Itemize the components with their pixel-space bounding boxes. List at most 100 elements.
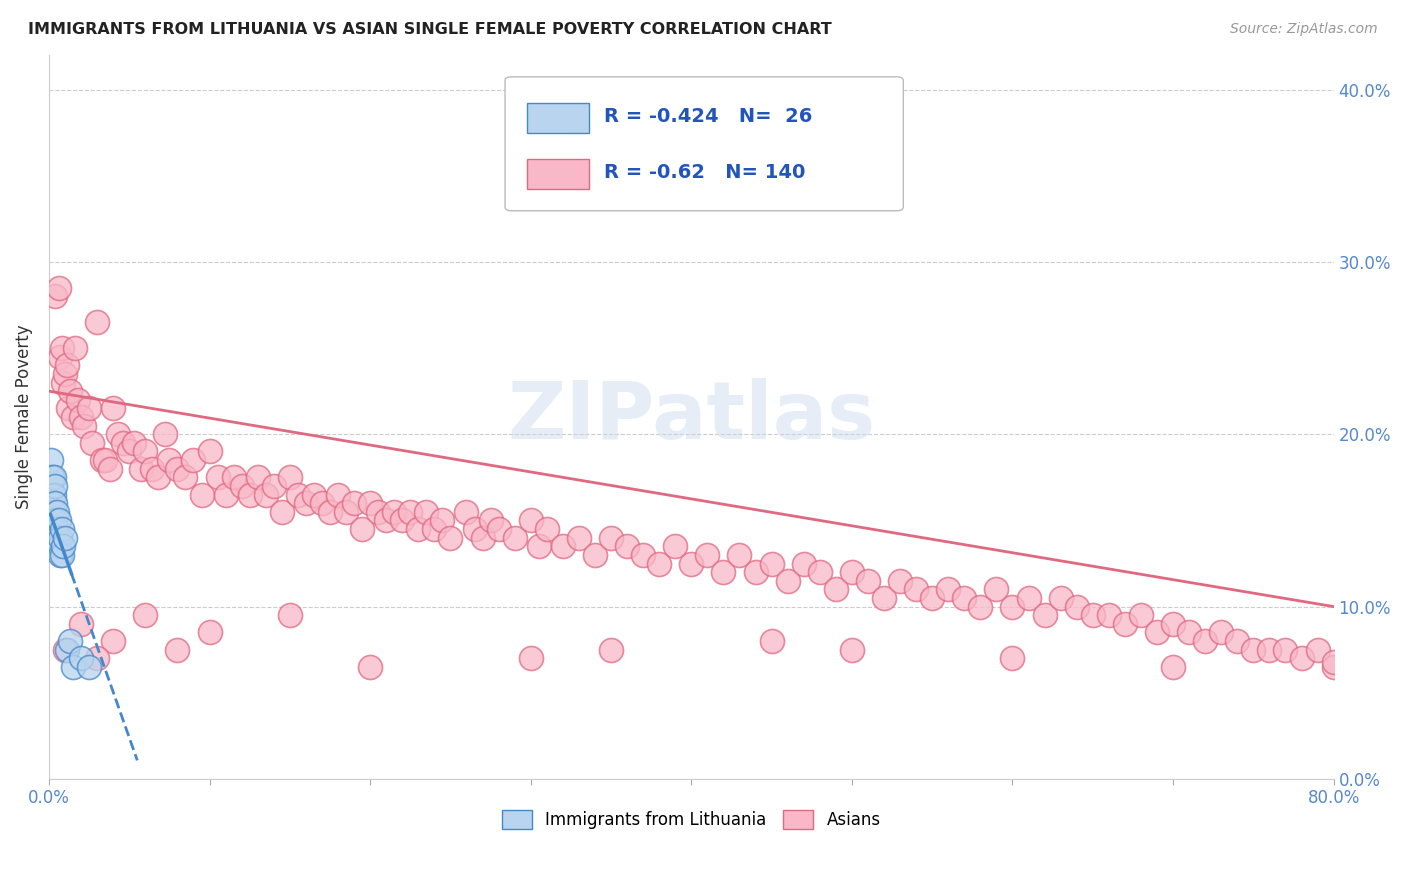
Point: [246, 470, 269, 484]
Point: [415, 505, 437, 519]
Point: [664, 539, 686, 553]
Point: [103, 634, 125, 648]
Point: [91, 453, 114, 467]
Point: [1211, 625, 1233, 640]
Point: [1241, 642, 1264, 657]
Point: [222, 470, 245, 484]
Point: [519, 651, 541, 665]
Point: [1306, 642, 1329, 657]
Point: [302, 487, 325, 501]
Point: [375, 513, 398, 527]
Point: [134, 444, 156, 458]
Point: [1194, 634, 1216, 648]
Point: [157, 453, 180, 467]
Point: [841, 642, 863, 657]
Legend: Immigrants from Lithuania, Asians: Immigrants from Lithuania, Asians: [495, 803, 887, 836]
Y-axis label: Single Female Poverty: Single Female Poverty: [15, 325, 32, 509]
Point: [856, 574, 879, 588]
Point: [1226, 634, 1249, 648]
FancyBboxPatch shape: [505, 77, 903, 211]
Point: [51, 341, 73, 355]
Point: [48, 513, 70, 527]
Point: [986, 582, 1008, 597]
Point: [53, 531, 76, 545]
Point: [254, 487, 277, 501]
Point: [583, 548, 606, 562]
Point: [190, 487, 212, 501]
Point: [270, 505, 292, 519]
Point: [59, 634, 82, 648]
Point: [352, 522, 374, 536]
Point: [49, 548, 72, 562]
Point: [335, 505, 357, 519]
Point: [696, 548, 718, 562]
Point: [761, 634, 783, 648]
Point: [1098, 608, 1121, 623]
Point: [1258, 642, 1281, 657]
Point: [488, 522, 510, 536]
Point: [527, 539, 550, 553]
Point: [44, 496, 66, 510]
Point: [648, 557, 671, 571]
Point: [359, 660, 381, 674]
Point: [183, 453, 205, 467]
Point: [1049, 591, 1071, 605]
Point: [134, 608, 156, 623]
Point: [174, 470, 197, 484]
Point: [77, 401, 100, 416]
Point: [326, 487, 349, 501]
Point: [63, 341, 86, 355]
Point: [519, 513, 541, 527]
Point: [1129, 608, 1152, 623]
Point: [70, 651, 93, 665]
Text: IMMIGRANTS FROM LITHUANIA VS ASIAN SINGLE FEMALE POVERTY CORRELATION CHART: IMMIGRANTS FROM LITHUANIA VS ASIAN SINGL…: [28, 22, 832, 37]
Point: [86, 315, 108, 329]
Point: [141, 461, 163, 475]
Point: [107, 427, 129, 442]
Point: [62, 410, 84, 425]
Point: [51, 522, 73, 536]
Point: [207, 470, 229, 484]
Text: R = -0.62   N= 140: R = -0.62 N= 140: [605, 163, 806, 182]
Point: [471, 531, 494, 545]
Point: [463, 522, 485, 536]
Point: [295, 496, 318, 510]
Point: [600, 642, 623, 657]
Point: [129, 461, 152, 475]
Point: [456, 505, 478, 519]
Point: [761, 557, 783, 571]
Point: [1178, 625, 1201, 640]
Point: [905, 582, 928, 597]
Point: [969, 599, 991, 614]
Point: [73, 418, 96, 433]
Point: [921, 591, 943, 605]
Point: [231, 479, 253, 493]
Point: [41, 496, 63, 510]
Point: [399, 505, 422, 519]
Point: [70, 616, 93, 631]
Point: [1033, 608, 1056, 623]
Point: [42, 487, 65, 501]
Point: [111, 436, 134, 450]
Point: [776, 574, 799, 588]
Point: [824, 582, 846, 597]
Point: [49, 350, 72, 364]
Point: [728, 548, 751, 562]
Point: [263, 479, 285, 493]
Point: [423, 522, 446, 536]
Text: R = -0.424   N=  26: R = -0.424 N= 26: [605, 107, 813, 126]
Point: [77, 660, 100, 674]
Point: [82, 436, 104, 450]
Point: [46, 531, 69, 545]
Point: [808, 565, 831, 579]
Point: [52, 539, 75, 553]
Point: [793, 557, 815, 571]
Point: [1161, 660, 1184, 674]
Point: [278, 470, 301, 484]
Point: [46, 522, 69, 536]
Point: [439, 531, 461, 545]
Text: ZIPatlas: ZIPatlas: [508, 378, 876, 456]
Point: [122, 436, 145, 450]
Text: Source: ZipAtlas.com: Source: ZipAtlas.com: [1230, 22, 1378, 37]
Point: [744, 565, 766, 579]
